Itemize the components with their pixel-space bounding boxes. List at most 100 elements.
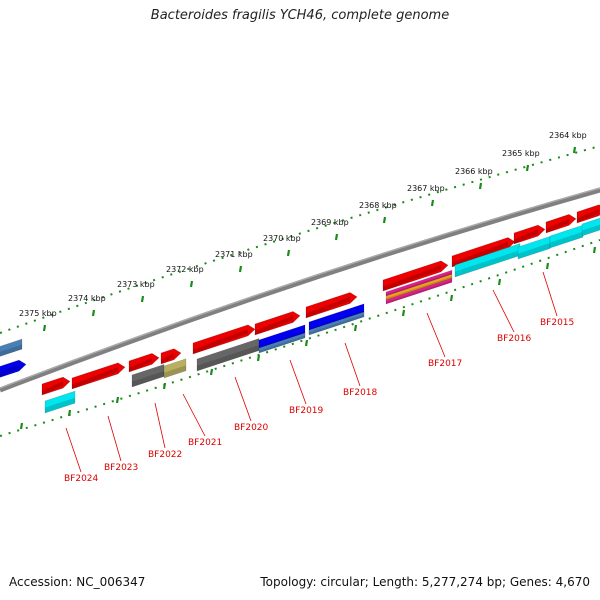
major-tick [140,295,145,303]
major-tick [238,265,243,273]
major-tick [19,422,24,430]
domain-bar-khaki-shade [164,365,186,378]
ruler-label: 2375 kbp [19,309,57,318]
gene-arrow-shade [514,229,538,244]
major-tick [286,249,291,257]
major-tick [189,280,194,288]
domain-bar-cyan [517,236,551,260]
gene-arrow-shade [383,265,441,291]
major-tick [91,309,96,317]
accession-label: Accession: NC_006347 [9,575,146,589]
gene-leader-line [492,289,515,333]
major-tick [67,409,72,417]
gene-label: BF2023 [104,463,138,473]
domain-bar-grey-shade [132,371,164,387]
gene-arrow [545,214,577,234]
major-tick [401,309,406,317]
major-tick [478,182,483,190]
major-tick [430,199,435,207]
ruler-label: 2374 kbp [68,294,106,303]
map-title: Bacteroides fragilis YCH46, complete gen… [150,8,450,23]
ruler-label: 2373 kbp [117,280,155,289]
domain-bar-cyan [44,390,76,414]
domain-bar-magenta-shade [386,280,452,304]
domain-bar-steelblue-shade [309,314,364,335]
gene-arrow-shade [161,353,174,364]
ruler-label: 2372 kbp [166,265,204,274]
major-tick [334,233,339,241]
genome-summary: Topology: circular; Length: 5,277,274 bp… [260,575,590,589]
ruler-label: 2367 kbp [407,184,445,193]
ruler-label: 2370 kbp [263,234,301,243]
major-tick [256,354,261,362]
gene-leader-line [154,402,166,449]
gene-arrow-shade [306,296,350,318]
gene-arrow-shade [577,209,599,223]
major-tick [209,368,214,376]
gene-arrow [192,324,256,355]
domain-bar-cyan [581,217,600,237]
domain-bar-magenta [385,277,453,305]
ruler-label: 2365 kbp [502,149,540,158]
major-tick [42,324,47,332]
major-tick [304,339,309,347]
domain-bar-steelblue [308,311,365,336]
gene-arrow [576,204,600,224]
ruler-label: 2366 kbp [455,167,493,176]
gene-arrow [71,362,126,390]
domain-bar-magenta-shade [386,272,452,296]
gene-arrow-shade [129,357,152,372]
gene-label: BF2019 [289,406,324,416]
domain-bar-steelblue [258,332,306,354]
major-tick [162,382,167,390]
gene-leader-line [234,376,252,422]
gene-label: BF2024 [64,474,99,484]
gene-arrow [382,260,449,292]
gene-feature-left-blue [0,359,27,378]
gene-arrow-shade [255,315,293,335]
gene-arrow-shade [452,241,508,267]
domain-bar-grey-shade [197,345,259,371]
gene-labels: BF2015 BF2016 BF2017 BF2018 BF2019 BF2020 BF20… [64,271,574,484]
ruler-label: 2368 kbp [359,201,397,210]
domain-bar-cyan-shade [582,224,600,236]
domain-bar-khaki [163,358,187,379]
gene-label: BF2021 [188,438,222,448]
inner-ruler [0,239,600,437]
major-tick [449,294,454,302]
domain-bar-cyan-shade [455,250,520,277]
major-tick [525,164,530,172]
ruler-ticks [19,146,597,430]
genome-backbone [0,187,600,393]
gene-leader-line [289,359,307,405]
gene-arrow [160,348,182,365]
major-tick [545,262,550,270]
gene-feature-left-blue-shade [0,364,19,377]
major-tick [382,216,387,224]
gene-arrow-shade [72,367,118,389]
domain-bar-steelblue-shade [259,335,305,353]
ruler-label: 2371 kbp [215,250,253,259]
gene-arrow [41,376,71,396]
gene-leader-line [65,427,82,473]
gene-leader-line [426,312,446,358]
gene-label: BF2015 [540,318,574,328]
gene-features [0,204,600,414]
gene-arrow-shade [193,329,248,354]
gene-arrow-shade [42,381,63,395]
gene-label: BF2022 [148,450,182,460]
genome-backbone-highlight [0,187,600,389]
gene-label: BF2017 [428,359,462,369]
gene-leader-line [107,415,122,462]
domain-bar-orange-shade [386,276,452,300]
domain-bar-cyan-shade [518,243,550,259]
major-tick [572,146,577,154]
gene-arrow [305,292,358,319]
ruler-label: 2364 kbp [549,131,587,140]
domain-bar-cyan [549,224,584,249]
gene-arrow [254,311,301,336]
gene-arrow-shade [546,218,569,233]
domain-bar-cyan-shade [45,397,75,413]
